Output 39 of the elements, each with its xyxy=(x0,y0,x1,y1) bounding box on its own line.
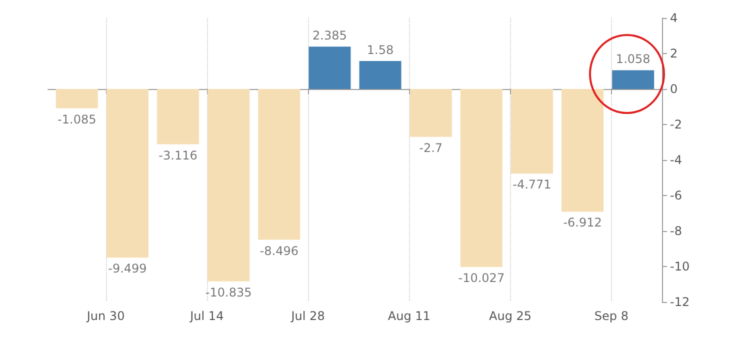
y-tick-label: -4 xyxy=(670,153,682,167)
y-tick-label: 0 xyxy=(670,82,678,96)
data-label: 1.58 xyxy=(366,42,394,57)
bar xyxy=(612,70,654,89)
y-tick-label: -2 xyxy=(670,118,682,132)
x-tick-label: Aug 25 xyxy=(489,309,532,323)
data-label: -4.771 xyxy=(512,178,552,192)
y-tick-label: 2 xyxy=(670,46,678,60)
bar xyxy=(56,89,98,108)
data-label: -9.499 xyxy=(108,262,147,276)
bar xyxy=(460,89,502,267)
data-label: -8.496 xyxy=(260,244,298,258)
x-tick-label: Sep 8 xyxy=(594,309,628,323)
data-label: -6.912 xyxy=(563,216,602,230)
y-tick-label: 4 xyxy=(670,11,678,25)
x-tick-label: Jul 14 xyxy=(189,309,224,323)
y-tick-label: -8 xyxy=(670,224,682,238)
bar xyxy=(208,89,250,282)
data-label: 2.385 xyxy=(312,28,347,43)
bar xyxy=(510,89,553,174)
bar xyxy=(106,89,148,258)
data-label: -10.835 xyxy=(205,285,252,300)
y-tick-label: -10 xyxy=(670,260,690,274)
data-label: -1.085 xyxy=(58,112,96,126)
bar xyxy=(308,46,351,89)
bar xyxy=(359,60,402,89)
x-tick-label: Aug 11 xyxy=(388,309,430,323)
data-label: 1.058 xyxy=(616,52,650,66)
bar xyxy=(410,89,452,137)
data-label: -2.7 xyxy=(419,140,443,155)
bar xyxy=(157,89,200,144)
x-tick-label: Jul 28 xyxy=(290,309,325,323)
x-tick-label: Jun 30 xyxy=(86,309,125,323)
data-label: -10.027 xyxy=(458,270,505,285)
y-tick-label: -6 xyxy=(670,188,682,202)
data-label: -3.116 xyxy=(158,148,198,162)
y-tick-label: -12 xyxy=(670,295,690,309)
bar xyxy=(562,89,604,212)
bar xyxy=(258,89,300,240)
